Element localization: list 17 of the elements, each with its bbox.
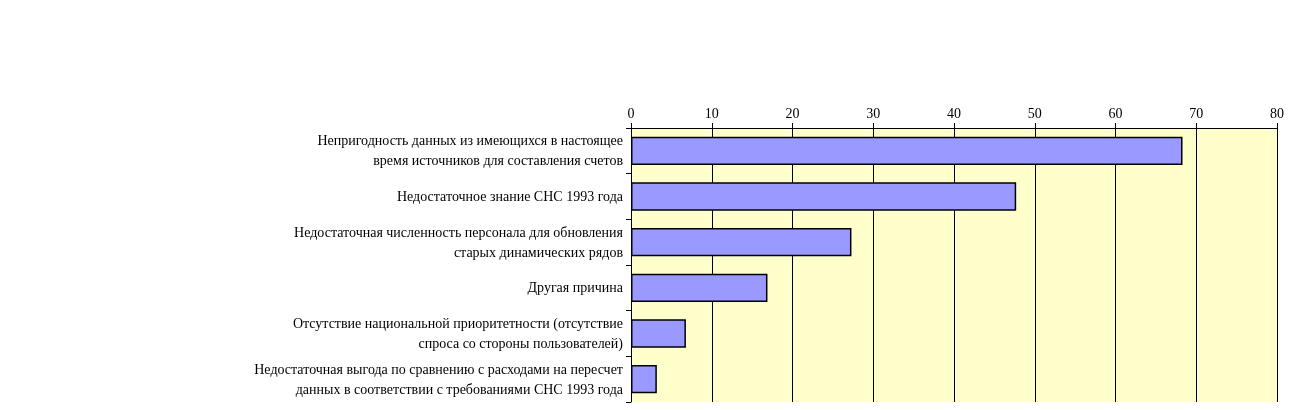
y-tick-label: Недостаточное знание СНС 1993 года [396,189,624,204]
y-tick-label: Непригодность данных из имеющихся в настоящее время источников для составления счетов [317,133,624,169]
x-tick-label: 70 [1189,105,1204,121]
y-tick-label: Отсутствие национальной приоритетности (отсутствие спроса со стороны пользователей) [292,316,624,352]
x-tick-label: 0 [627,105,635,121]
y-tick-label: Недостаточная численность персонала для обновления старых динамических рядов [294,224,624,260]
x-tick-label: 10 [704,105,719,121]
x-tick-label: 80 [1270,105,1284,121]
x-tick-label: 60 [1108,105,1123,121]
y-tick-label: Недостаточная выгода по сравнению с расходами на пересчет данных в соответствии с требованиями СНС 1993 года [254,361,624,397]
x-tick-label: 20 [785,105,800,121]
x-tick-label: 30 [866,105,881,121]
y-tick-label: Другая причина [527,280,624,296]
x-tick-label: 40 [947,105,961,121]
bar [631,365,657,394]
x-tick-label: 50 [1027,105,1042,121]
bar [631,319,686,348]
